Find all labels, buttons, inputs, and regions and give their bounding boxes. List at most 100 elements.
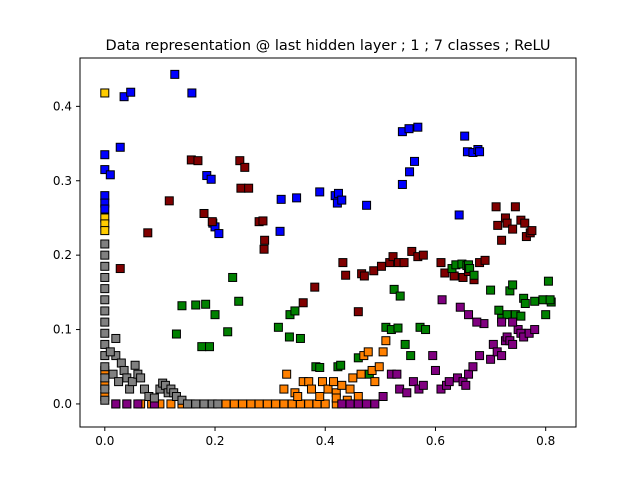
plot-frame bbox=[79, 57, 577, 428]
data-point bbox=[170, 69, 180, 79]
data-point bbox=[229, 399, 239, 409]
data-point bbox=[315, 362, 325, 372]
data-point bbox=[262, 399, 272, 409]
y-tick-label: 0.4 bbox=[53, 99, 72, 113]
data-point bbox=[139, 384, 149, 394]
data-point bbox=[369, 266, 379, 276]
data-point bbox=[408, 377, 418, 387]
data-point bbox=[331, 393, 341, 403]
data-point bbox=[166, 399, 176, 409]
data-point bbox=[100, 317, 110, 327]
data-point bbox=[543, 276, 553, 286]
data-point bbox=[234, 296, 244, 306]
data-point bbox=[271, 399, 281, 409]
x-tick-label: 0.0 bbox=[95, 434, 114, 448]
data-point bbox=[458, 272, 468, 282]
data-point bbox=[541, 310, 551, 320]
data-point bbox=[100, 88, 110, 98]
data-point bbox=[191, 399, 201, 409]
data-point bbox=[240, 162, 250, 172]
data-point bbox=[460, 131, 470, 141]
data-point bbox=[136, 373, 146, 383]
data-point bbox=[119, 365, 129, 375]
y-tick-label: 0.0 bbox=[53, 397, 72, 411]
data-point bbox=[100, 191, 110, 201]
data-point bbox=[320, 399, 330, 409]
x-tick-label: 0.8 bbox=[536, 434, 555, 448]
data-point bbox=[207, 217, 217, 227]
data-point bbox=[100, 204, 110, 214]
data-point bbox=[279, 384, 289, 394]
data-point bbox=[397, 179, 407, 189]
data-point bbox=[345, 399, 355, 409]
points-layer bbox=[100, 69, 556, 409]
y-tick-label: 0.2 bbox=[53, 248, 72, 262]
data-point bbox=[395, 291, 405, 301]
data-point bbox=[530, 296, 540, 306]
data-point bbox=[516, 311, 526, 321]
data-point bbox=[400, 339, 410, 349]
data-point bbox=[115, 142, 125, 152]
data-point bbox=[105, 170, 115, 180]
data-point bbox=[508, 317, 518, 327]
data-point bbox=[359, 271, 369, 281]
data-point bbox=[472, 317, 482, 327]
data-point bbox=[191, 300, 201, 310]
data-point bbox=[100, 362, 110, 372]
data-point bbox=[260, 235, 270, 245]
data-point bbox=[306, 384, 316, 394]
data-point bbox=[238, 399, 248, 409]
data-point bbox=[100, 373, 110, 383]
data-point bbox=[480, 255, 490, 265]
data-point bbox=[182, 399, 192, 409]
data-point bbox=[100, 165, 110, 175]
data-point bbox=[287, 399, 297, 409]
data-point bbox=[362, 200, 372, 210]
data-point bbox=[126, 87, 136, 97]
data-point bbox=[312, 399, 322, 409]
data-point bbox=[508, 339, 518, 349]
data-point bbox=[520, 218, 530, 228]
data-point bbox=[100, 328, 110, 338]
data-point bbox=[393, 323, 403, 333]
data-point bbox=[530, 325, 540, 335]
data-point bbox=[201, 299, 211, 309]
data-point bbox=[100, 295, 110, 305]
data-point bbox=[502, 218, 512, 228]
data-point bbox=[100, 250, 110, 260]
data-point bbox=[418, 250, 428, 260]
data-point bbox=[275, 226, 285, 236]
data-point bbox=[410, 156, 420, 166]
data-point bbox=[100, 339, 110, 349]
data-point bbox=[293, 392, 303, 401]
data-point bbox=[125, 384, 135, 394]
data-point bbox=[464, 310, 474, 320]
data-point bbox=[213, 399, 223, 409]
data-point bbox=[315, 187, 325, 197]
data-point bbox=[258, 216, 268, 226]
data-point bbox=[298, 298, 308, 308]
data-point bbox=[199, 208, 209, 218]
data-point bbox=[497, 351, 507, 361]
data-point bbox=[122, 399, 132, 409]
data-point bbox=[116, 358, 126, 368]
data-point bbox=[497, 235, 507, 245]
data-point bbox=[304, 377, 314, 387]
data-point bbox=[317, 377, 327, 387]
data-point bbox=[259, 244, 269, 254]
data-point bbox=[363, 347, 373, 357]
data-point bbox=[149, 393, 159, 403]
data-point bbox=[502, 310, 512, 320]
data-point bbox=[545, 295, 555, 305]
data-point bbox=[407, 246, 417, 256]
data-point bbox=[405, 167, 415, 177]
data-point bbox=[508, 224, 518, 234]
data-point bbox=[206, 174, 216, 184]
data-point bbox=[493, 220, 503, 230]
data-point bbox=[111, 399, 121, 409]
data-point bbox=[399, 258, 409, 268]
data-point bbox=[486, 354, 496, 364]
data-point bbox=[100, 306, 110, 316]
data-point bbox=[187, 88, 197, 98]
data-point bbox=[388, 252, 398, 262]
